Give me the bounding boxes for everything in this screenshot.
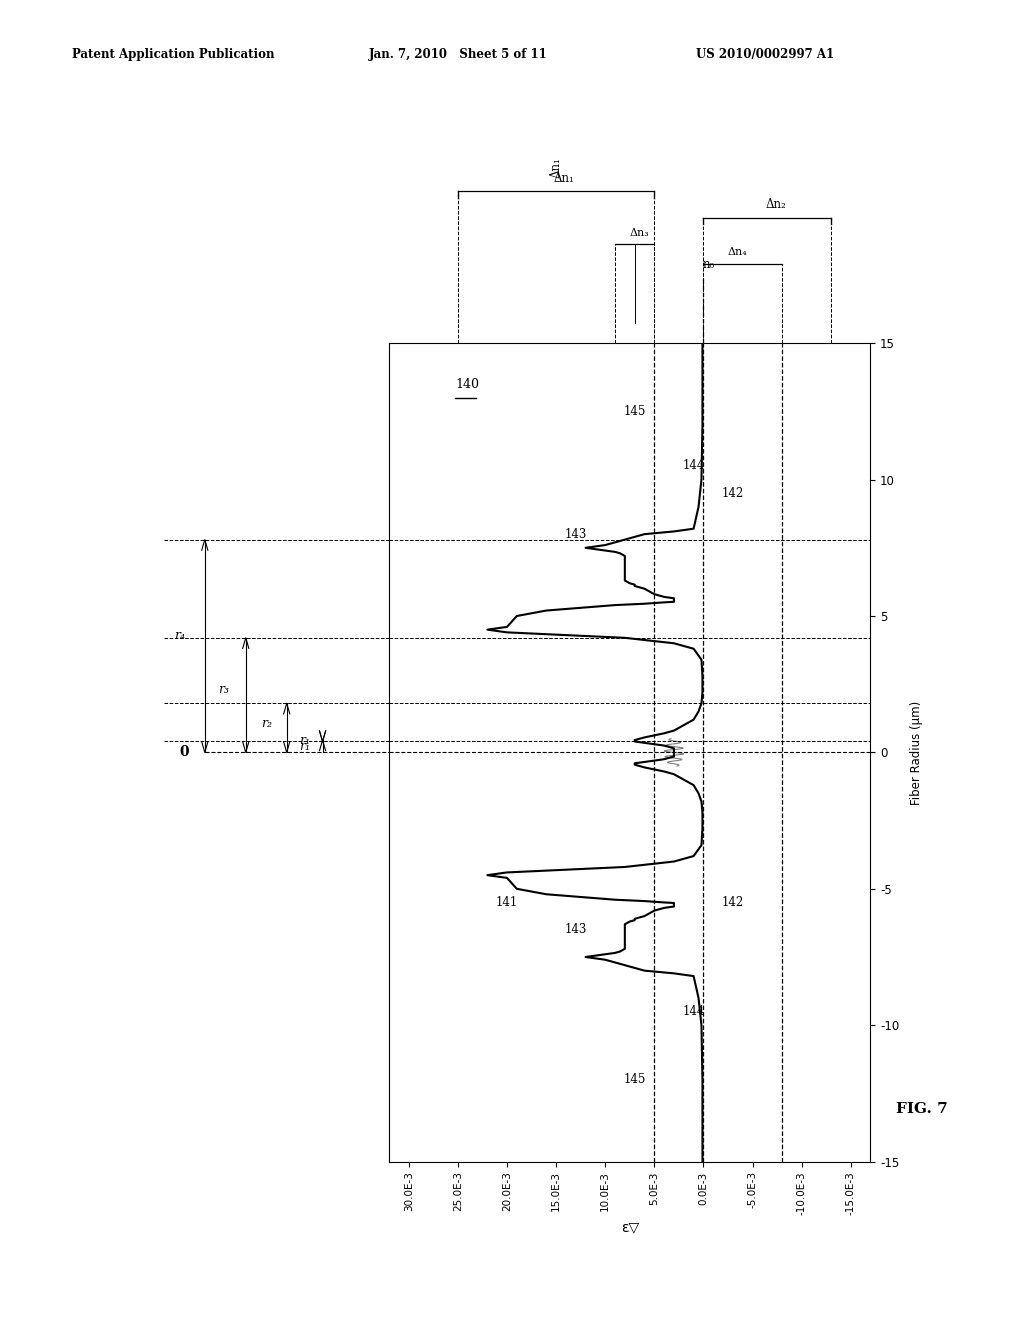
Text: FIG. 7: FIG. 7 <box>896 1102 947 1115</box>
Text: r₄: r₄ <box>174 628 184 642</box>
Text: 143: 143 <box>564 923 587 936</box>
X-axis label: ε▽: ε▽ <box>621 1221 639 1234</box>
Text: Δn₁: Δn₁ <box>554 172 574 185</box>
Text: r₁: r₁ <box>299 741 309 754</box>
Text: 141: 141 <box>496 896 518 909</box>
Text: 142: 142 <box>722 487 744 500</box>
Text: Δn₄: Δn₄ <box>728 247 748 257</box>
Text: 142: 142 <box>722 896 744 909</box>
Text: 0: 0 <box>179 746 189 759</box>
Text: 145: 145 <box>624 405 646 418</box>
Text: Δn₂: Δn₂ <box>765 198 785 211</box>
Text: 140: 140 <box>456 378 479 391</box>
Text: Δn₁: Δn₁ <box>550 157 562 178</box>
Text: 143: 143 <box>564 528 587 541</box>
Text: r₁: r₁ <box>299 734 309 747</box>
Text: Δn₃: Δn₃ <box>630 227 649 238</box>
Text: Jan. 7, 2010   Sheet 5 of 11: Jan. 7, 2010 Sheet 5 of 11 <box>369 48 548 61</box>
Text: 144: 144 <box>682 1005 705 1018</box>
Text: r₃: r₃ <box>218 682 228 696</box>
Y-axis label: Fiber Radius (μm): Fiber Radius (μm) <box>910 701 924 804</box>
Text: US 2010/0002997 A1: US 2010/0002997 A1 <box>696 48 835 61</box>
Text: r₂: r₂ <box>261 717 271 730</box>
Text: 144: 144 <box>682 459 705 473</box>
Text: 145: 145 <box>624 1073 646 1086</box>
Text: Patent Application Publication: Patent Application Publication <box>72 48 274 61</box>
Text: n₀: n₀ <box>702 257 715 271</box>
